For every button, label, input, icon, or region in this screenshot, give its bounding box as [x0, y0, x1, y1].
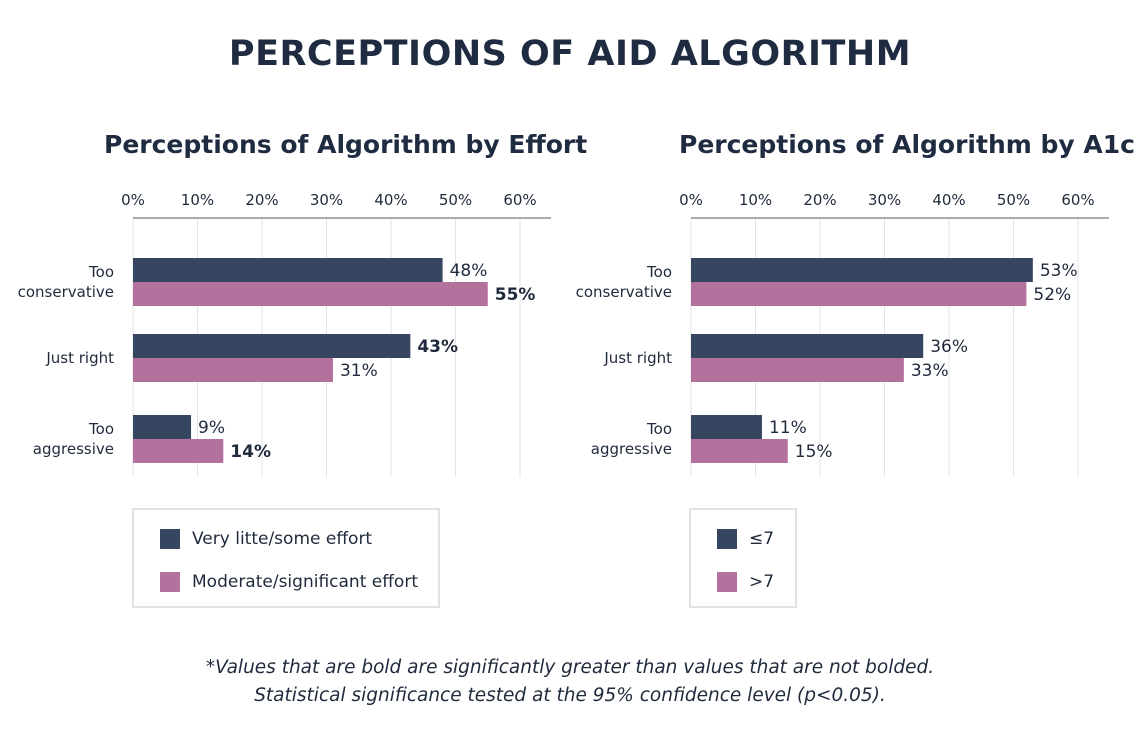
legend-swatch-dark [717, 529, 737, 549]
category-label-line: aggressive [33, 440, 114, 458]
legend-label: >7 [749, 572, 775, 592]
legend-swatch-pink [160, 572, 180, 592]
legend-label: Very litte/some effort [192, 529, 373, 549]
category-label-line: conservative [18, 283, 114, 301]
main-title: PERCEPTIONS OF AID ALGORITHM [228, 34, 912, 74]
data-label: 33% [911, 361, 949, 381]
legend-label: ≤7 [749, 529, 775, 549]
legend-a1c: ≤7 >7 [689, 508, 797, 608]
footnote-line-2: Statistical significance tested at the 9… [254, 685, 886, 706]
category-label-line: Just right [45, 349, 114, 367]
bar [133, 282, 488, 306]
bar [691, 334, 924, 358]
tick-label: 0% [679, 191, 703, 209]
data-label: 9% [198, 418, 225, 438]
tick-label: 20% [803, 191, 836, 209]
bar [691, 258, 1033, 282]
legend-item-a1c-le7: ≤7 [717, 529, 774, 549]
category-label-line: conservative [576, 283, 672, 301]
data-label: 15% [795, 442, 833, 462]
data-label: 43% [417, 337, 458, 357]
footnote-line-1: *Values that are bold are significantly … [205, 657, 935, 678]
data-label: 11% [769, 418, 807, 438]
bar [133, 258, 443, 282]
data-label: 31% [340, 361, 378, 381]
bar [133, 439, 224, 463]
chart-title-effort: Perceptions of Algorithm by Effort [104, 130, 588, 159]
legend-item-a1c-gt7: >7 [717, 572, 774, 592]
category-label-line: aggressive [591, 440, 672, 458]
category-label-line: Too [88, 420, 114, 438]
legend-swatch-pink [717, 572, 737, 592]
category-label-line: Too [646, 420, 672, 438]
category-label: Too conservative [18, 263, 114, 301]
data-label: 53% [1040, 261, 1078, 281]
data-label: 55% [495, 285, 536, 305]
legend-label: Moderate/significant effort [192, 572, 418, 592]
tick-label: 0% [121, 191, 145, 209]
category-label-line: Too [88, 263, 114, 281]
chart-a1c: 0% 10% 20% 30% 40% 50% 60% Too conservative Just … [576, 191, 1109, 477]
tick-label: 30% [868, 191, 901, 209]
tick-label: 60% [503, 191, 536, 209]
chart-title-a1c: Perceptions of Algorithm by A1c [679, 130, 1135, 159]
legend-swatch-dark [160, 529, 180, 549]
bar [691, 439, 788, 463]
bar [691, 282, 1027, 306]
data-label: 52% [1033, 285, 1071, 305]
category-label-line: Too [646, 263, 672, 281]
tick-label: 40% [932, 191, 965, 209]
legend-effort: Very litte/some effort Moderate/signific… [132, 508, 440, 608]
chart-effort: 0% 10% 20% 30% 40% 50% 60% Too conservative Just … [18, 191, 551, 477]
category-label: Too aggressive [33, 420, 114, 458]
category-label-line: Just right [603, 349, 672, 367]
tick-label: 40% [374, 191, 407, 209]
bar [691, 415, 762, 439]
tick-label: 20% [245, 191, 278, 209]
category-label: Too conservative [576, 263, 672, 301]
bar [133, 415, 192, 439]
tick-label: 10% [181, 191, 214, 209]
tick-label: 30% [310, 191, 343, 209]
legend-item-very-little-effort: Very litte/some effort [160, 529, 372, 549]
tick-label: 10% [739, 191, 772, 209]
category-label: Just right [45, 349, 114, 367]
tick-label: 50% [439, 191, 472, 209]
data-label: 48% [450, 261, 488, 281]
category-label: Too aggressive [591, 420, 672, 458]
tick-label: 50% [997, 191, 1030, 209]
footnote: *Values that are bold are significantly … [0, 654, 1140, 710]
legend-item-moderate-effort: Moderate/significant effort [160, 572, 418, 592]
tick-label: 60% [1061, 191, 1094, 209]
data-label: 14% [230, 442, 271, 462]
data-label: 36% [930, 337, 968, 357]
category-label: Just right [603, 349, 672, 367]
bar [133, 334, 411, 358]
bar [133, 358, 333, 382]
bar [691, 358, 904, 382]
